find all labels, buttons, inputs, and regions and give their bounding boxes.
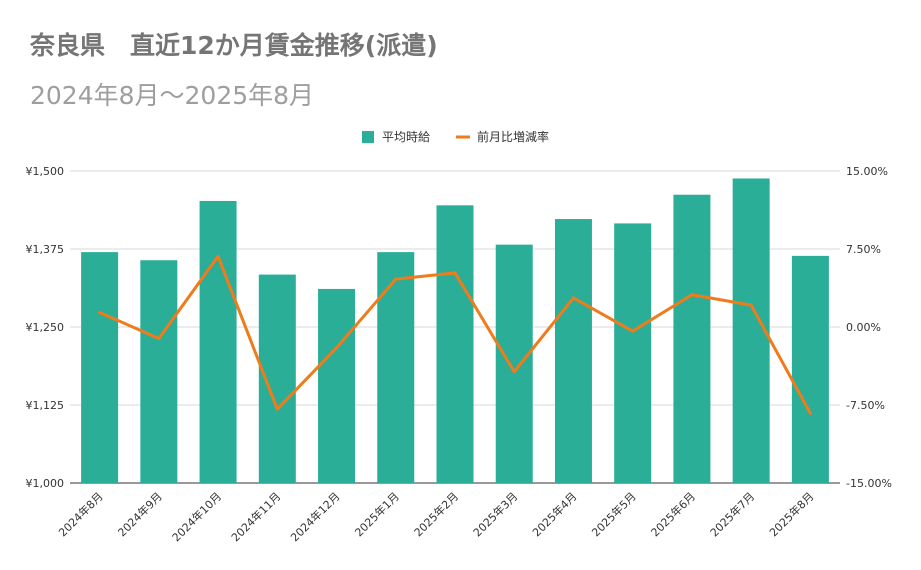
x-axis-tick-label: 2024年10月 [169, 489, 224, 544]
bar [495, 244, 533, 483]
x-axis: 2024年8月 2024年9月 2024年10月 2024年11月 2024年12月 20… [56, 489, 817, 544]
line-point [749, 303, 753, 307]
x-axis-tick-label: 2025年4月 [529, 489, 579, 539]
left-axis-tick-label: ¥1,500 [26, 165, 65, 178]
right-axis-tick-label: -7.50% [846, 399, 885, 412]
left-axis: ¥1,000 ¥1,125 ¥1,250 ¥1,375 ¥1,500 [26, 165, 65, 490]
bar-series [81, 178, 829, 483]
line-point [98, 310, 102, 314]
bar [81, 252, 119, 483]
x-axis-tick-label: 2025年1月 [352, 489, 402, 539]
right-axis-tick-label: -15.00% [846, 477, 892, 490]
x-axis-tick-label: 2025年7月 [707, 489, 757, 539]
x-axis-tick-label: 2024年11月 [228, 489, 283, 544]
bar [554, 219, 592, 483]
x-axis-tick-label: 2025年5月 [589, 489, 639, 539]
bar [318, 288, 356, 483]
bar [614, 223, 652, 483]
bar [377, 252, 415, 483]
chart-title: 奈良県 直近12か月賃金推移(派遣) [30, 31, 438, 60]
bar [199, 200, 237, 483]
x-axis-tick-label: 2025年6月 [648, 489, 698, 539]
line-series [98, 254, 812, 415]
legend-line-label: 前月比増減率 [477, 129, 549, 144]
line-point [808, 411, 812, 415]
x-axis-tick-label: 2025年3月 [470, 489, 520, 539]
line-point [690, 293, 694, 297]
x-axis-tick-label: 2025年2月 [411, 489, 461, 539]
bar [791, 255, 829, 483]
left-axis-tick-label: ¥1,000 [26, 477, 65, 490]
line-point [335, 346, 339, 350]
left-axis-tick-label: ¥1,125 [26, 399, 65, 412]
left-axis-tick-label: ¥1,375 [26, 243, 65, 256]
left-axis-tick-label: ¥1,250 [26, 321, 65, 334]
x-axis-tick-label: 2024年12月 [288, 489, 343, 544]
x-axis-tick-label: 2025年8月 [766, 489, 816, 539]
right-axis-tick-label: 0.00% [846, 321, 881, 334]
legend-bar-label: 平均時給 [382, 130, 430, 144]
line-point [453, 271, 457, 275]
right-axis-tick-label: 7.50% [846, 243, 881, 256]
line-point [216, 254, 220, 258]
line-point [275, 407, 279, 411]
right-axis-tick-label: 15.00% [846, 165, 888, 178]
chart-subtitle: 2024年8月〜2025年8月 [30, 81, 315, 110]
line-point [157, 336, 161, 340]
line-point [394, 277, 398, 281]
legend-bar-swatch [362, 131, 374, 143]
bar [436, 205, 474, 483]
line-point [631, 329, 635, 333]
x-axis-tick-label: 2024年9月 [115, 489, 165, 539]
bar [673, 194, 711, 483]
bar [140, 260, 178, 483]
line-point [512, 370, 516, 374]
legend: 平均時給 前月比増減率 [362, 129, 549, 144]
x-axis-tick-label: 2024年8月 [56, 489, 106, 539]
right-axis: -15.00% -7.50% 0.00% 7.50% 15.00% [846, 165, 892, 490]
line-point [571, 296, 575, 300]
